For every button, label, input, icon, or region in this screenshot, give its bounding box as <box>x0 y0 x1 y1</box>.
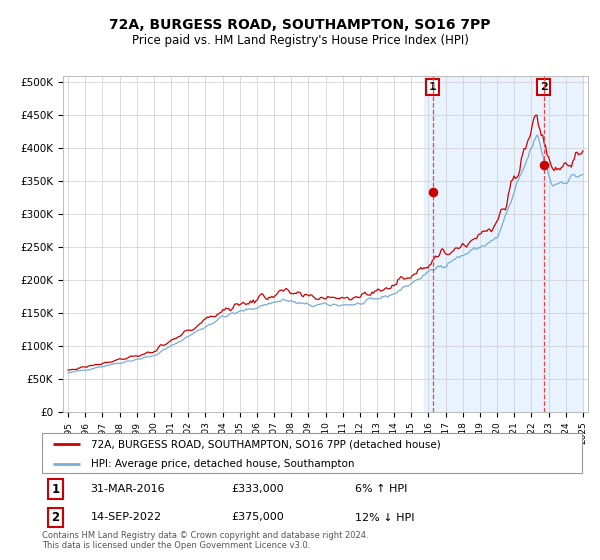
Text: 1: 1 <box>52 483 59 496</box>
Text: 12% ↓ HPI: 12% ↓ HPI <box>355 512 415 522</box>
Text: 6% ↑ HPI: 6% ↑ HPI <box>355 484 407 494</box>
Text: 72A, BURGESS ROAD, SOUTHAMPTON, SO16 7PP: 72A, BURGESS ROAD, SOUTHAMPTON, SO16 7PP <box>109 18 491 32</box>
Text: Price paid vs. HM Land Registry's House Price Index (HPI): Price paid vs. HM Land Registry's House … <box>131 34 469 48</box>
FancyBboxPatch shape <box>42 433 582 473</box>
Text: 2: 2 <box>539 82 547 92</box>
Point <box>428 188 437 197</box>
Text: HPI: Average price, detached house, Southampton: HPI: Average price, detached house, Sout… <box>91 459 354 469</box>
Text: 14-SEP-2022: 14-SEP-2022 <box>91 512 162 522</box>
Point <box>539 160 548 169</box>
Text: 2: 2 <box>52 511 59 524</box>
Text: £333,000: £333,000 <box>231 484 284 494</box>
Text: £375,000: £375,000 <box>231 512 284 522</box>
Text: 1: 1 <box>429 82 437 92</box>
Text: 31-MAR-2016: 31-MAR-2016 <box>91 484 165 494</box>
Text: 72A, BURGESS ROAD, SOUTHAMPTON, SO16 7PP (detached house): 72A, BURGESS ROAD, SOUTHAMPTON, SO16 7PP… <box>91 439 440 449</box>
Text: Contains HM Land Registry data © Crown copyright and database right 2024.
This d: Contains HM Land Registry data © Crown c… <box>42 530 368 550</box>
